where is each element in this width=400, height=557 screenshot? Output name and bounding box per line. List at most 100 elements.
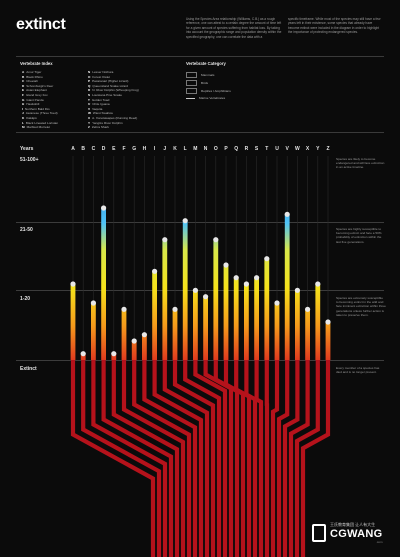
species-dot-V (284, 211, 290, 217)
vertebrate-index-title: Vertebrate Index (20, 61, 53, 66)
index-item: M Marbled Murrelet (22, 125, 58, 130)
vertebrate-index-col1: A Amur Tiger B Black Rhino C Cheetah D Schombur… (22, 70, 58, 130)
species-branch-Y (294, 360, 320, 557)
species-dot-F (121, 306, 127, 312)
index-item: A Amur Tiger (22, 70, 58, 75)
index-item: U Chile Iguana (88, 102, 139, 107)
index-letter: B (22, 74, 25, 79)
watermark-url: .com (376, 540, 383, 544)
species-stem-J (162, 239, 168, 360)
watermark-cn: 王氏教育集团 让人有大生 (330, 522, 376, 527)
category-label: Reptiles / Amphibians (201, 89, 231, 93)
index-letter: T (88, 97, 90, 102)
index-name: Queensland Snake Lizard (92, 83, 129, 88)
species-stem-G (131, 341, 137, 360)
species-dot-L (182, 218, 188, 224)
index-letter: V (88, 106, 91, 111)
index-item: P Pacaranari (Higher Lizard) (88, 79, 139, 84)
species-stem-S (254, 277, 259, 360)
index-item: E Asian Elephant (22, 88, 58, 93)
species-branch-F (121, 360, 186, 557)
species-dot-H (141, 332, 147, 338)
species-letter: X (305, 146, 310, 152)
index-item: N Lesser Nothura (88, 70, 139, 75)
poster-title: extinct (16, 16, 66, 33)
species-stem-N (203, 296, 208, 360)
species-stem-P (223, 265, 229, 360)
level-label-21-50: 21-50 (20, 227, 33, 233)
species-stem-D (101, 208, 106, 360)
level-label-1-20: 1-20 (20, 296, 31, 302)
species-letter: T (265, 146, 269, 152)
index-name: Pacaranari (Higher Lizard) (92, 79, 129, 84)
intro-text-col2: specific timeframe. While most of the sp… (288, 17, 381, 35)
species-letter: L (183, 146, 187, 152)
species-letter: W (295, 146, 300, 152)
index-letter: Z (88, 125, 90, 130)
species-letter: D (101, 146, 106, 152)
species-dot-S (254, 275, 260, 281)
level-divider (16, 360, 384, 361)
species-stem-Y (315, 284, 321, 360)
index-name: Wiest Swallow (92, 111, 113, 116)
species-letter: R (244, 146, 249, 152)
index-letter: U (88, 102, 91, 107)
index-item: H Hawksbill (22, 102, 58, 107)
species-stem-E (111, 353, 117, 360)
species-letter: F (122, 146, 126, 152)
species-dot-D (101, 205, 107, 211)
species-dot-B (80, 351, 86, 357)
level-label-51-100: 51-100+ (20, 157, 39, 163)
index-letter: C (22, 79, 25, 84)
index-item: Q Queensland Snake Lizard (88, 84, 139, 89)
index-letter: R (88, 88, 91, 93)
species-letter: V (285, 146, 289, 152)
species-branch-D (101, 360, 174, 557)
index-name: Amur Tiger (26, 70, 42, 74)
category-label: Marine Vertebrates (199, 96, 226, 100)
index-name: Northern Bald Ibis (24, 106, 50, 111)
index-item: F Island Grey Fox (22, 93, 58, 98)
index-name: Louisiana Pine Snake (92, 92, 123, 97)
index-letter: K (22, 115, 25, 120)
index-letter: S (88, 92, 91, 97)
section-divider (16, 132, 384, 133)
level-divider (16, 222, 384, 223)
index-item: C Cheetah (22, 79, 58, 84)
species-stem-O (213, 239, 219, 360)
species-dot-P (223, 262, 229, 268)
species-branch-V (276, 360, 290, 557)
species-branch-Z (300, 360, 331, 557)
index-name: Marbled Murrelet (26, 125, 50, 130)
index-letter: Y (88, 120, 91, 125)
species-letter: A (71, 146, 75, 152)
level-label-extinct: Extinct (20, 366, 37, 372)
species-branch-S (254, 360, 264, 557)
index-name: Hawksbill (26, 102, 40, 107)
category-label: Mammals (201, 73, 215, 77)
index-letter: N (88, 70, 91, 74)
species-stem-X (305, 309, 310, 360)
species-stem-Q (233, 277, 239, 360)
index-name: Kākāpō (26, 115, 37, 120)
species-stem-A (70, 284, 76, 360)
index-name: Lesser Nothura (92, 70, 114, 74)
species-letter: U (275, 146, 279, 152)
index-letter: L (22, 120, 24, 125)
index-name: Yangtze River Dolphin (92, 120, 123, 125)
species-letter: Q (234, 146, 239, 152)
section-divider (16, 56, 384, 57)
species-letter: S (254, 146, 259, 152)
species-dot-G (131, 338, 137, 344)
species-letter: E (112, 146, 116, 152)
species-stem-U (274, 303, 280, 360)
category-swatch (186, 72, 197, 78)
category-swatch (186, 88, 197, 94)
species-branch-L (183, 360, 222, 557)
index-name: Zebra Shark (91, 125, 109, 130)
index-item: K Kākāpō (22, 116, 58, 121)
index-item: O Forest Owlet (88, 75, 139, 80)
index-letter: J (22, 111, 24, 116)
